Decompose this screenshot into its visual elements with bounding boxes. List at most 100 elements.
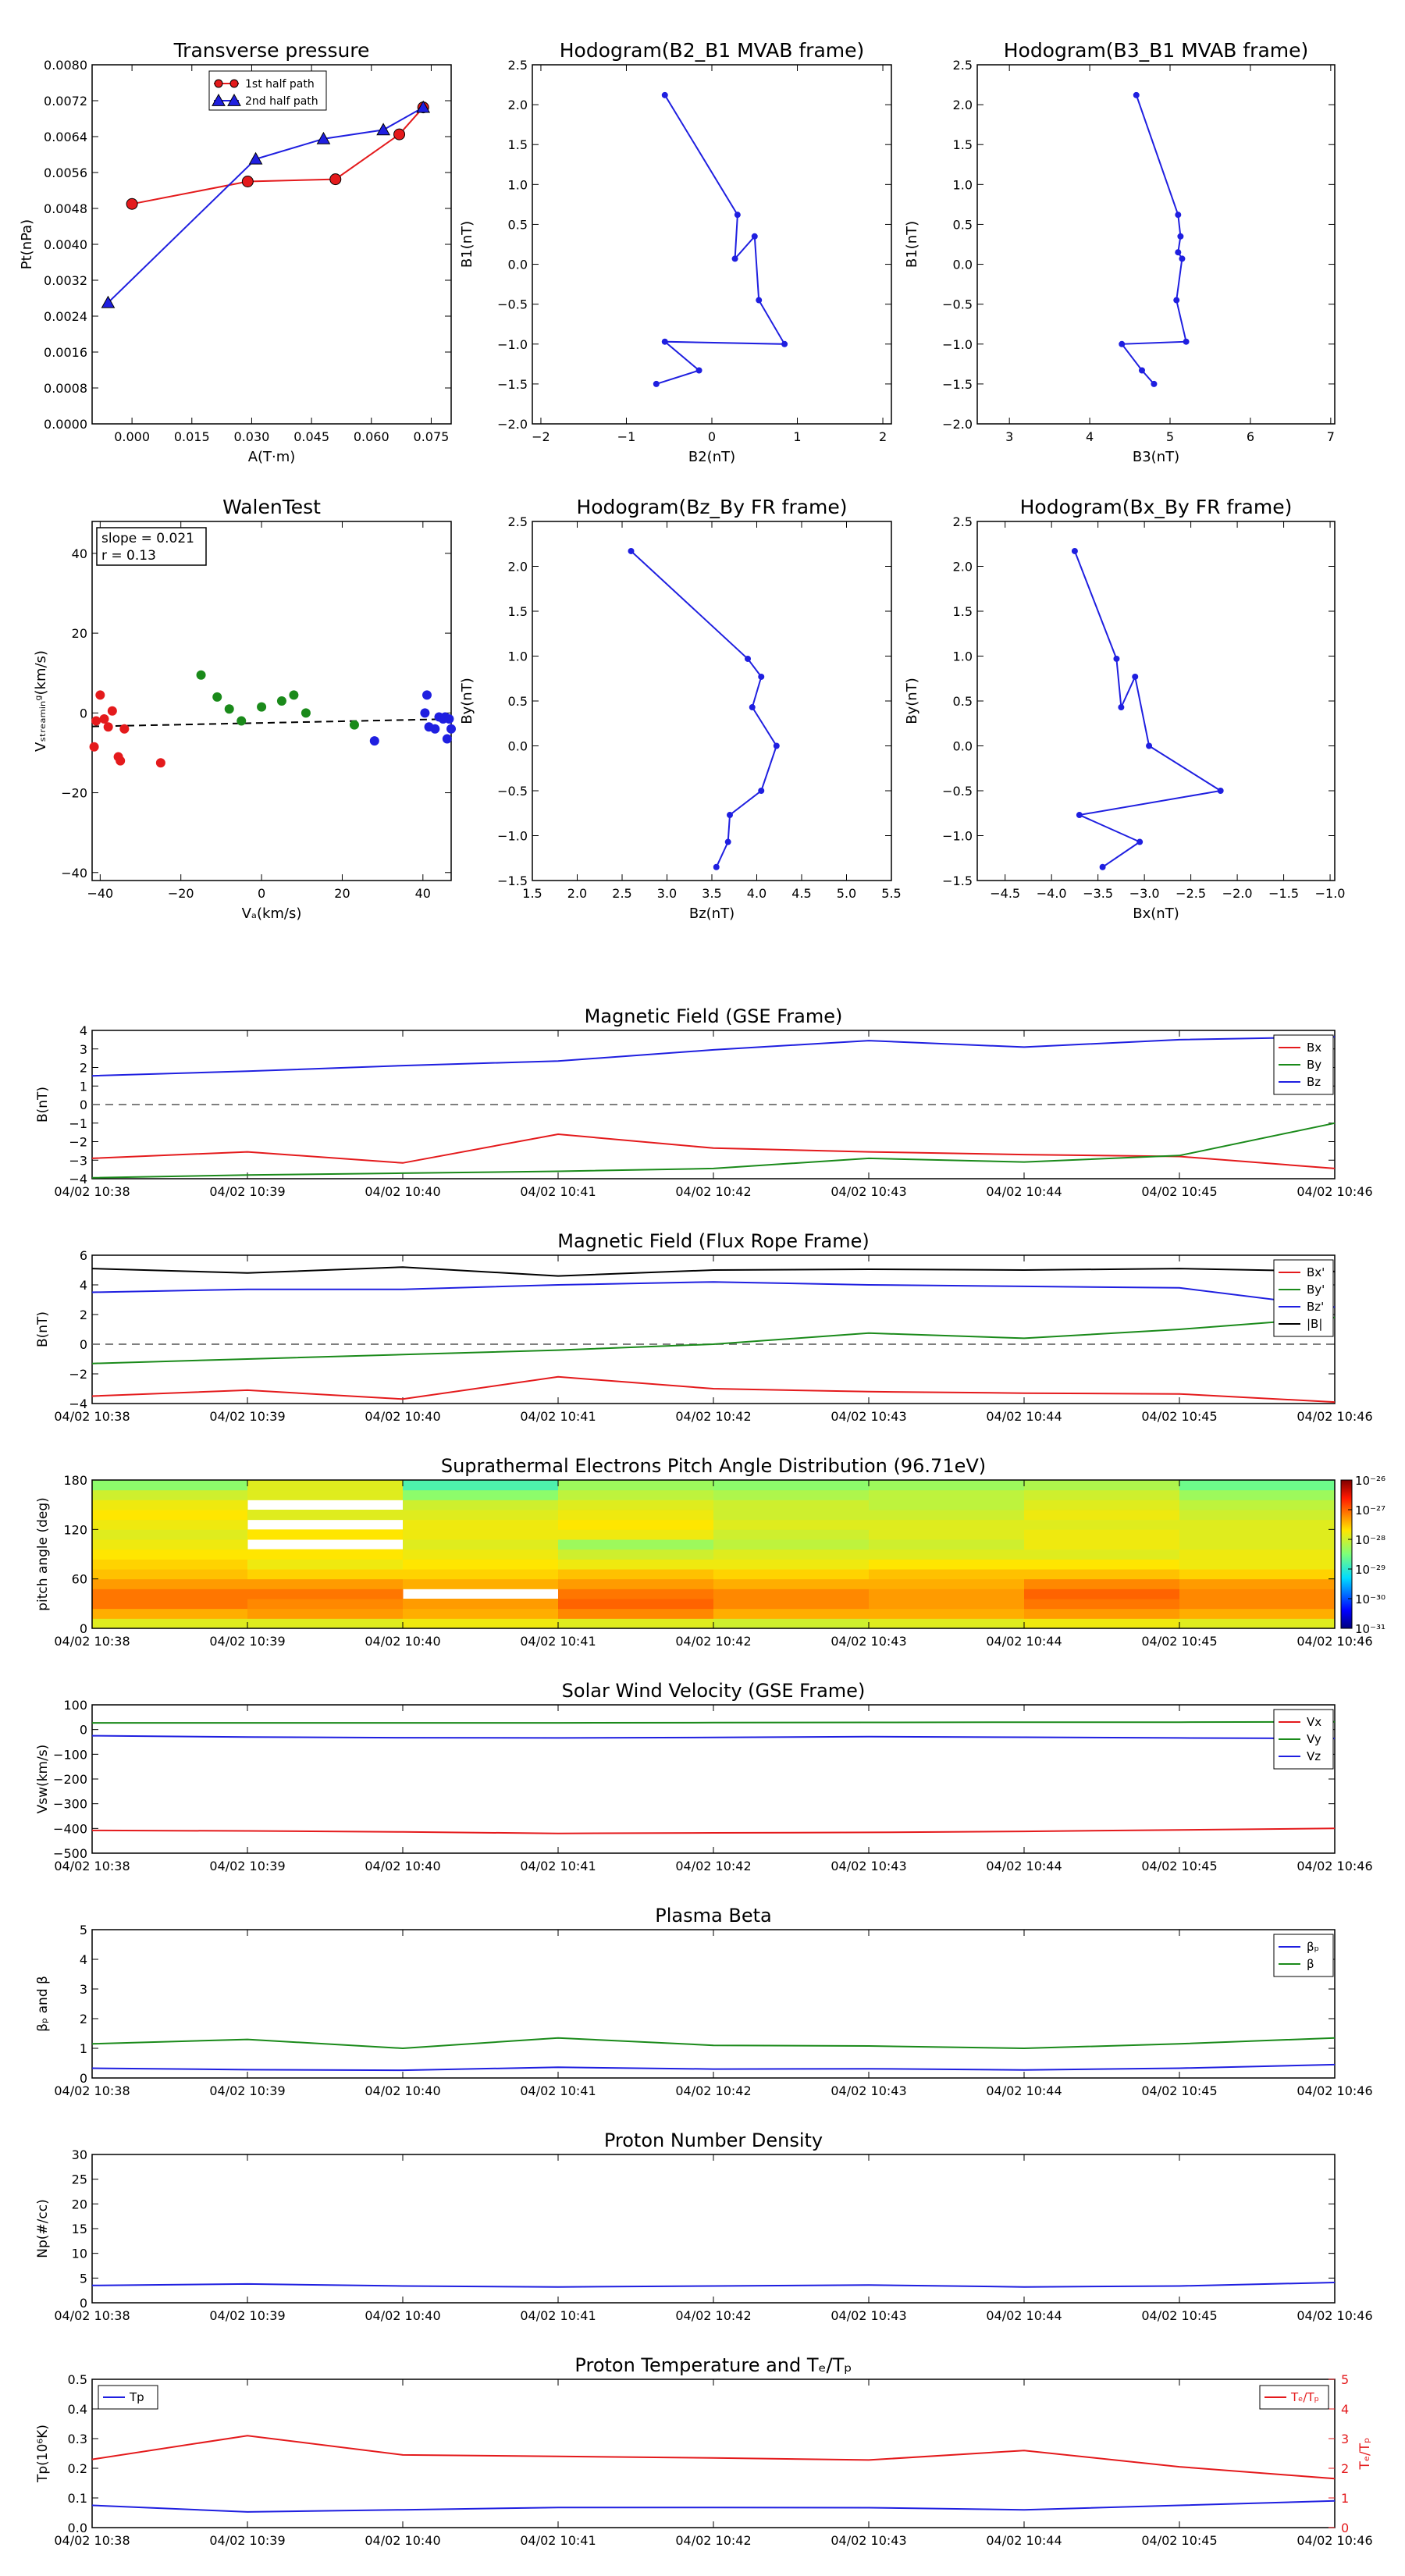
y-tick-label: 2.5 [508,58,528,73]
y-tick-label: −500 [53,1846,87,1861]
heatmap-cell [247,1608,404,1619]
time-tick-label: 04/02 10:43 [831,2533,906,2548]
x-tick-label: 0 [258,886,265,901]
y-tick-label: 3 [80,1042,87,1057]
y-axis-label: B(nT) [35,1087,51,1123]
scatter-point [119,724,130,734]
y-tick-label: 1 [80,2041,87,2056]
y-tick-label: 0 [80,2071,87,2086]
time-tick-label: 04/02 10:41 [520,2083,596,2098]
x-axis-label: Vₐ(km/s) [242,906,302,922]
time-tick-label: 04/02 10:40 [365,1184,440,1199]
x-tick-label: 20 [334,886,350,901]
x-tick-label: 1 [793,429,801,444]
heatmap-cell [403,1559,559,1570]
time-tick-label: 04/02 10:46 [1297,1184,1372,1199]
series-line [92,1720,1336,1724]
y-tick-label: −1.5 [942,377,973,392]
legend-marker [227,93,241,106]
time-tick-label: 04/02 10:38 [54,1634,130,1649]
y-tick-label: 3 [80,1982,87,1997]
time-tick-label: 04/02 10:40 [365,2083,440,2098]
y-tick-label: 1.0 [953,177,973,192]
heatmap-cell [713,1500,870,1510]
y-axis-label: Vsw(km/s) [35,1745,51,1814]
heatmap-cell [1179,1599,1336,1610]
y-tick-label: 0.4 [68,2402,87,2417]
y-tick-label: 2.0 [508,98,528,112]
heatmap-cell [1179,1559,1336,1570]
data-point [1175,212,1182,219]
heatmap-cell [403,1549,559,1560]
heatmap-cell [247,1589,404,1599]
series-line [91,2063,1336,2072]
plasma-beta-panel: 0 1 2 3 4 5 04/02 10:38 04/02 10:39 04/02 10:40 0… [35,1905,1373,2098]
x-axis-label: B2(nT) [688,449,735,465]
heatmap-cell [713,1529,870,1540]
time-tick-label: 04/02 10:38 [54,2533,130,2548]
heatmap-cell [403,1599,559,1610]
y-axis-label: By(nT) [459,678,475,724]
heatmap-cell [713,1608,870,1619]
time-tick-label: 04/02 10:39 [209,1634,285,1649]
data-point [1183,338,1190,345]
legend-label: Tp [129,2390,144,2404]
legend-label: By [1307,1058,1321,1072]
y-tick-label: 0.0064 [44,130,87,144]
annotation-box [96,527,207,566]
colorbar-tick-label: 10⁻²⁶ [1355,1474,1385,1488]
heatmap-cell [1024,1510,1180,1521]
legend-label: Bx [1307,1041,1321,1055]
data-point [756,297,763,304]
heatmap-cell [713,1559,870,1570]
heatmap-cell [1024,1618,1180,1629]
y-tick-label: 1 [80,1079,87,1094]
data-point [393,128,406,141]
data-point [661,338,668,345]
heatmap-cell [92,1569,248,1580]
data-point [773,742,780,749]
scatter-point [103,722,113,732]
y-tick-label: 0 [80,706,87,720]
y-tick-label: 1.5 [953,137,973,152]
heatmap-cell [403,1578,559,1589]
right-y-axis-label: Tₑ/Tₚ [1357,2438,1373,2471]
hodogram-bz-by-chart: −1.5 −1.0 −0.5 0.0 0.5 1.0 1.5 2.0 2.5 1.5 2.0 2.5 3… [459,496,902,922]
data-point [248,151,263,165]
x-tick-label: 40 [415,886,431,901]
heatmap-cell [92,1489,248,1500]
data-point [1071,547,1078,554]
y-tick-label: −0.5 [497,784,528,799]
time-tick-label: 04/02 10:39 [209,2083,285,2098]
legend-marker [212,93,226,106]
heatmap-cell [1024,1529,1180,1540]
time-tick-label: 04/02 10:42 [675,2533,751,2548]
time-tick-label: 04/02 10:44 [986,2308,1062,2323]
y-tick-label: 30 [72,2147,87,2162]
y-tick-label: −1.0 [497,337,528,352]
x-tick-label: 3 [1005,429,1013,444]
scatter-point [430,724,440,734]
y-tick-label: 2.5 [508,514,528,529]
data-point [1177,233,1184,240]
y-tick-label: 0.0 [953,739,973,754]
heatmap-cell [92,1539,248,1550]
series-line [91,1375,1336,1404]
colorbar-tick-label: 10⁻³⁰ [1355,1592,1385,1606]
heatmap-cell [713,1618,870,1629]
y-tick-label: 0.1 [68,2491,87,2506]
time-tick-label: 04/02 10:39 [209,1859,285,1873]
heatmap-cell [247,1549,404,1560]
series-line [91,2037,1336,2050]
chart-title: Hodogram(Bz_By FR frame) [576,496,847,518]
heatmap-cell [713,1489,870,1500]
heatmap-cell [713,1539,870,1550]
data-point [724,838,731,845]
heatmap-cell [1179,1618,1336,1629]
heatmap-cell [92,1608,248,1619]
legend-label: Bx' [1307,1265,1325,1279]
time-tick-label: 04/02 10:38 [54,2308,130,2323]
x-tick-label: 4.5 [791,886,811,901]
data-point [1217,788,1224,794]
heatmap-cell [403,1489,559,1500]
